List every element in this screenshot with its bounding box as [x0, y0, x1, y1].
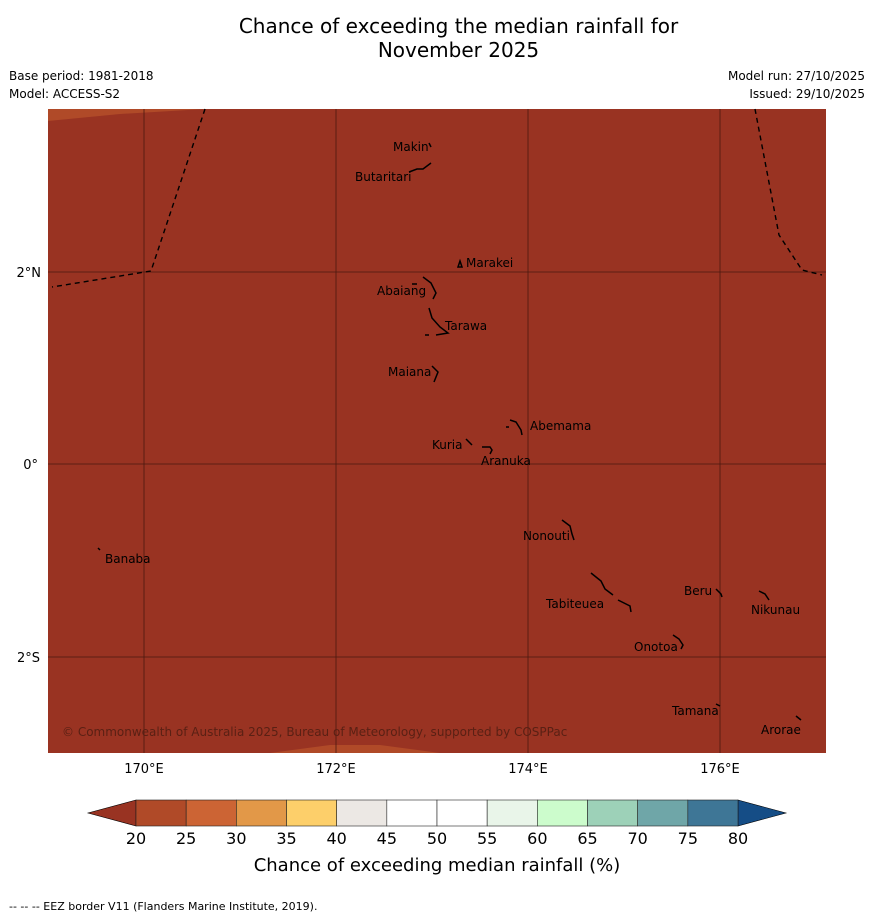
- colorbar-label: Chance of exceeding median rainfall (%): [254, 855, 621, 876]
- colorbar-tick-label: 75: [678, 829, 698, 848]
- lon-label: 176°E: [700, 762, 740, 777]
- label-banaba: Banaba: [105, 552, 151, 566]
- lon-label: 174°E: [508, 762, 548, 777]
- label-nikunau: Nikunau: [751, 603, 800, 617]
- island-maiana: [431, 365, 439, 383]
- title-line-2: November 2025: [377, 38, 540, 62]
- label-arorae: Arorae: [761, 723, 801, 737]
- colorbar-segment: [537, 799, 588, 827]
- label-tarawa: Tarawa: [444, 319, 487, 333]
- colorbar-tick-label: 40: [326, 829, 346, 848]
- colorbar-segment: [185, 799, 237, 827]
- colorbar-ticks: 20 25 30 35 40 45 50 55 60 65 70 75 80: [126, 829, 748, 848]
- label-butaritari: Butaritari: [355, 170, 412, 184]
- colorbar: [86, 799, 788, 827]
- issued-date: Issued: 29/10/2025: [749, 87, 865, 101]
- lat-label: 0°: [23, 458, 38, 473]
- label-nonouti: Nonouti: [523, 529, 570, 543]
- colorbar-segment: [637, 799, 689, 827]
- island-marakei: [456, 258, 464, 268]
- island-kuria: [465, 438, 473, 446]
- colorbar-tick-label: 65: [577, 829, 597, 848]
- copyright-text: © Commonwealth of Australia 2025, Bureau…: [62, 725, 567, 739]
- lon-labels: 170°E 172°E 174°E 176°E: [124, 762, 740, 777]
- model-run: Model run: 27/10/2025: [727, 69, 865, 83]
- island-nikunau: [758, 590, 770, 601]
- colorbar-segment: [135, 799, 187, 827]
- lat-label: 2°S: [17, 651, 40, 666]
- colorbar-tick-label: 80: [728, 829, 748, 848]
- label-maiana: Maiana: [388, 365, 431, 379]
- graticule: [48, 109, 826, 753]
- island-outlines: [97, 142, 802, 721]
- label-kuria: Kuria: [432, 438, 463, 452]
- label-abemama: Abemama: [530, 419, 591, 433]
- lon-label: 172°E: [316, 762, 356, 777]
- island-tarawa: [425, 307, 450, 336]
- title-line-1: Chance of exceeding the median rainfall …: [238, 14, 679, 38]
- colorbar-segment: [687, 799, 739, 827]
- lat-labels: 2°N 0° 2°S: [17, 266, 42, 666]
- colorbar-tick-label: 20: [126, 829, 146, 848]
- colorbar-segment: [336, 799, 388, 827]
- contour-25-bottom: [270, 745, 440, 753]
- island-labels: Makin Butaritari Marakei Abaiang Tarawa …: [105, 140, 801, 737]
- island-tamana: [715, 703, 721, 707]
- label-makin: Makin: [393, 140, 429, 154]
- lat-label: 2°N: [17, 266, 42, 281]
- model-name: Model: ACCESS-S2: [9, 87, 121, 101]
- colorbar-tick-label: 30: [226, 829, 246, 848]
- island-nonouti: [561, 519, 575, 541]
- island-makin: [428, 142, 432, 148]
- map-area: [48, 109, 826, 753]
- colorbar-tick-label: 55: [477, 829, 497, 848]
- colorbar-segment: [236, 799, 287, 827]
- island-aranuka: [482, 446, 493, 455]
- island-tabiteuea: [590, 572, 632, 613]
- island-onotoa: [672, 634, 684, 650]
- island-abemama: [506, 419, 523, 436]
- label-tabiteuea: Tabiteuea: [545, 597, 604, 611]
- colorbar-tick-label: 60: [527, 829, 547, 848]
- island-butaritari: [408, 162, 432, 173]
- label-abaiang: Abaiang: [377, 284, 426, 298]
- colorbar-over-extension: [737, 799, 788, 827]
- label-aranuka: Aranuka: [481, 454, 531, 468]
- colorbar-tick-label: 70: [627, 829, 647, 848]
- colorbar-segment: [286, 799, 337, 827]
- colorbar-tick-label: 45: [377, 829, 397, 848]
- colorbar-segment: [587, 799, 638, 827]
- label-onotoa: Onotoa: [634, 640, 678, 654]
- colorbar-segment: [436, 799, 488, 827]
- colorbar-segment: [486, 799, 538, 827]
- colorbar-tick-label: 50: [427, 829, 447, 848]
- page-title: Chance of exceeding the median rainfall …: [0, 14, 873, 62]
- lon-label: 170°E: [124, 762, 164, 777]
- colorbar-tick-label: 25: [176, 829, 196, 848]
- eez-border: [51, 108, 823, 288]
- colorbar-tick-label: 35: [276, 829, 296, 848]
- island-beru: [715, 588, 723, 598]
- eez-legend-note: -- -- -- EEZ border V11 (Flanders Marine…: [9, 900, 318, 913]
- colorbar-segment: [386, 799, 438, 827]
- contour-25-top: [48, 109, 205, 121]
- label-beru: Beru: [684, 584, 712, 598]
- label-marakei: Marakei: [466, 256, 513, 270]
- label-tamana: Tamana: [671, 704, 719, 718]
- colorbar-under-extension: [86, 799, 137, 827]
- island-abaiang: [412, 276, 437, 300]
- base-period: Base period: 1981-2018: [9, 69, 154, 83]
- island-arorae: [795, 715, 802, 721]
- island-banaba: [97, 547, 101, 551]
